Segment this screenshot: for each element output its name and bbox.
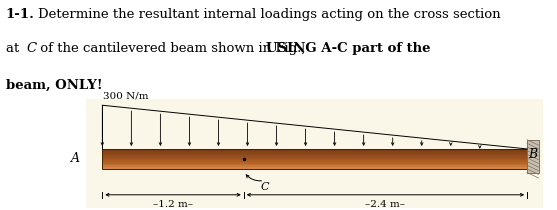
Bar <box>102 162 527 164</box>
Text: C: C <box>27 42 37 55</box>
Bar <box>527 140 539 173</box>
Text: –1.2 m–: –1.2 m– <box>153 200 193 209</box>
Bar <box>102 160 527 162</box>
Bar <box>102 165 527 167</box>
Bar <box>102 159 527 160</box>
Text: C: C <box>260 182 268 192</box>
Bar <box>102 154 527 155</box>
Text: –2.4 m–: –2.4 m– <box>365 200 405 209</box>
Text: A: A <box>71 152 80 165</box>
Text: at: at <box>6 42 23 55</box>
Bar <box>102 152 527 154</box>
Bar <box>102 167 527 169</box>
Text: 300 N/m: 300 N/m <box>103 92 149 101</box>
Text: beam, ONLY!: beam, ONLY! <box>6 79 102 92</box>
Bar <box>102 157 527 159</box>
Text: USING A-C part of the: USING A-C part of the <box>266 42 431 55</box>
Bar <box>102 151 527 152</box>
Text: 1-1.: 1-1. <box>6 8 35 21</box>
Bar <box>102 149 527 151</box>
Bar <box>102 149 527 169</box>
Bar <box>102 155 527 157</box>
Bar <box>102 164 527 165</box>
Text: Determine the resultant internal loadings acting on the cross section: Determine the resultant internal loading… <box>38 8 501 21</box>
Text: B: B <box>528 148 537 161</box>
Text: of the cantilevered beam shown in Fig.,: of the cantilevered beam shown in Fig., <box>36 42 310 55</box>
